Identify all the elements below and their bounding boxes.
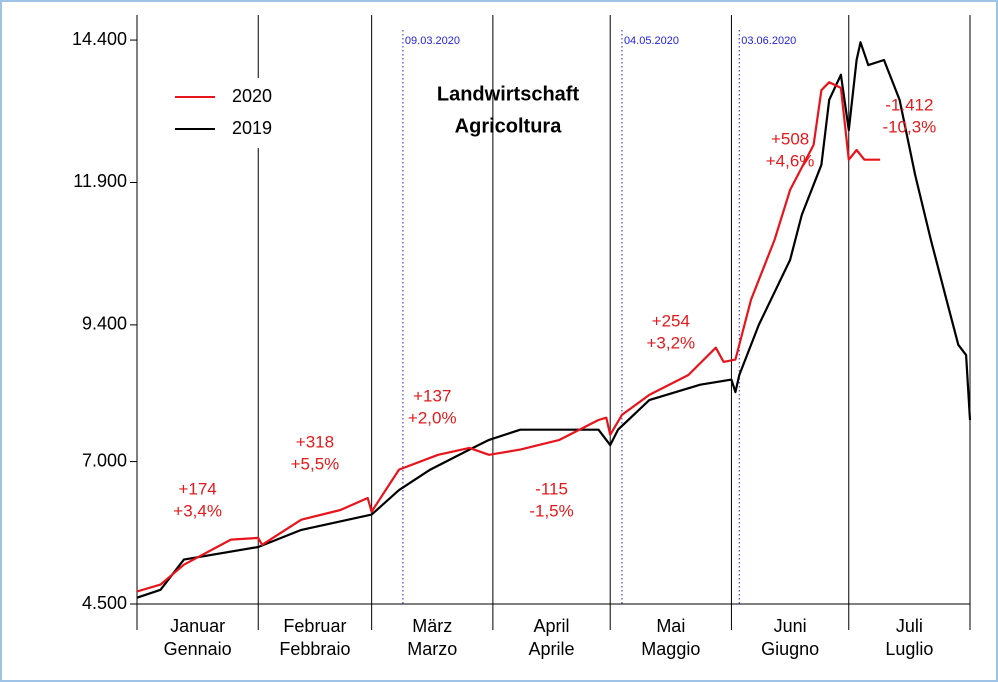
- month-change: -115: [535, 479, 568, 498]
- y-tick-label: 4.500: [82, 593, 127, 613]
- month-change: +254: [652, 311, 690, 330]
- x-tick-label: März: [412, 616, 452, 636]
- x-tick-label: Januar: [170, 616, 225, 636]
- month-change: +174: [178, 479, 216, 498]
- line-series: [136, 41, 972, 599]
- y-tick-label: 11.900: [73, 171, 127, 191]
- date-marker-label: 03.06.2020: [741, 35, 796, 47]
- x-tick-label: Giugno: [761, 639, 819, 659]
- legend-box: [165, 78, 325, 148]
- month-change: +508: [771, 129, 809, 148]
- month-change: +318: [296, 432, 334, 451]
- x-tick-label: Luglio: [885, 639, 933, 659]
- month-change: +3,2%: [646, 333, 695, 352]
- date-marker-label: 09.03.2020: [405, 35, 460, 47]
- line-series: [136, 81, 881, 593]
- month-change: -1,5%: [529, 501, 573, 520]
- x-tick-label: April: [534, 616, 570, 636]
- month-change: +137: [413, 386, 451, 405]
- month-change: -10,3%: [882, 117, 936, 136]
- x-tick-label: Juni: [774, 616, 807, 636]
- legend-label: 2019: [232, 118, 272, 138]
- x-tick-label: Febbraio: [279, 639, 350, 659]
- x-tick-label: Maggio: [641, 639, 700, 659]
- x-tick-label: Marzo: [407, 639, 457, 659]
- x-tick-label: Gennaio: [164, 639, 232, 659]
- date-marker-label: 04.05.2020: [624, 35, 679, 47]
- x-tick-label: Aprile: [529, 639, 575, 659]
- month-change: +2,0%: [408, 408, 457, 427]
- y-tick-label: 9.400: [82, 314, 127, 334]
- chart-title: Landwirtschaft: [437, 83, 580, 105]
- month-change: +4,6%: [766, 151, 815, 170]
- legend-label: 2020: [232, 86, 272, 106]
- chart-title: Agricoltura: [455, 115, 563, 137]
- y-tick-label: 7.000: [82, 450, 127, 470]
- month-change: +5,5%: [291, 454, 340, 473]
- x-tick-label: Februar: [283, 616, 346, 636]
- x-tick-label: Mai: [656, 616, 685, 636]
- month-change: +3,4%: [173, 501, 222, 520]
- month-change: -1.412: [885, 95, 933, 114]
- y-tick-label: 14.400: [72, 29, 127, 49]
- x-tick-label: Juli: [896, 616, 923, 636]
